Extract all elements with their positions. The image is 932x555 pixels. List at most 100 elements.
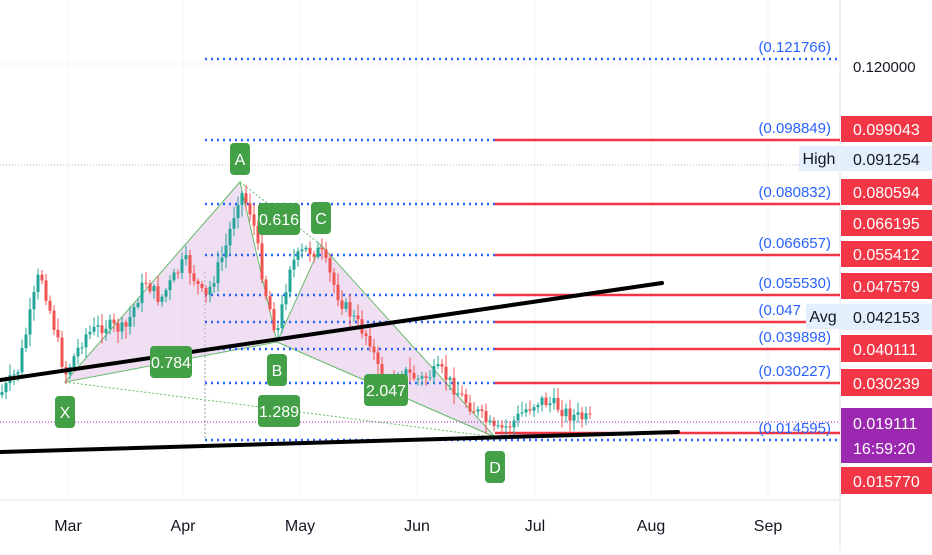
candle-body[interactable] [108, 319, 112, 329]
candle-body[interactable] [428, 377, 432, 379]
candle-body[interactable] [552, 397, 556, 404]
candle-body[interactable] [572, 414, 576, 421]
candle-body[interactable] [416, 378, 420, 380]
candle-body[interactable] [376, 352, 380, 365]
candle-body[interactable] [184, 255, 188, 260]
time-axis[interactable]: Mar Apr May Jun Jul Aug Sep [54, 518, 782, 535]
candle-body[interactable] [92, 326, 96, 332]
candle-body[interactable] [224, 245, 228, 258]
candle-body[interactable] [588, 413, 592, 415]
candle-body[interactable] [464, 394, 468, 403]
upper-trendline[interactable] [0, 281, 664, 382]
candle-body[interactable] [248, 203, 252, 215]
candle-body[interactable] [508, 426, 512, 428]
price-tags[interactable]: 0.099043 0.091254 0.080594 0.066195 0.05… [841, 116, 932, 494]
candle-body[interactable] [368, 335, 372, 347]
candle-body[interactable] [76, 347, 80, 357]
candle-body[interactable] [240, 193, 244, 205]
candle-body[interactable] [304, 247, 308, 250]
candle-body[interactable] [28, 309, 32, 335]
candle-body[interactable] [328, 258, 332, 273]
candle-body[interactable] [452, 377, 456, 395]
candle-body[interactable] [576, 412, 580, 415]
candle-body[interactable] [40, 274, 44, 281]
candle-body[interactable] [500, 425, 504, 428]
candle-body[interactable] [172, 272, 176, 281]
candle-body[interactable] [404, 369, 408, 377]
candle-body[interactable] [556, 397, 560, 410]
candle-body[interactable] [264, 279, 268, 297]
pattern-labels[interactable]: X A B C D [55, 143, 505, 483]
candle-body[interactable] [120, 322, 124, 332]
candle-body[interactable] [168, 280, 172, 291]
candle-body[interactable] [236, 204, 240, 219]
candle-body[interactable] [20, 348, 24, 373]
candle-body[interactable] [144, 282, 148, 284]
candle-body[interactable] [560, 409, 564, 417]
candle-body[interactable] [536, 404, 540, 408]
candle-body[interactable] [244, 193, 248, 204]
candle-body[interactable] [520, 412, 524, 414]
candle-body[interactable] [32, 292, 36, 310]
candle-body[interactable] [340, 300, 344, 309]
candle-body[interactable] [496, 425, 500, 427]
candle-body[interactable] [472, 411, 476, 413]
candle-body[interactable] [284, 292, 288, 305]
candle-body[interactable] [312, 254, 316, 257]
candle-body[interactable] [156, 286, 160, 302]
candle-body[interactable] [336, 284, 340, 301]
candle-body[interactable] [160, 296, 164, 302]
candle-body[interactable] [480, 409, 484, 411]
candle-body[interactable] [548, 403, 552, 406]
candle-body[interactable] [132, 307, 136, 317]
candle-body[interactable] [512, 420, 516, 428]
fib-extension-lines[interactable] [495, 138, 840, 435]
candle-body[interactable] [228, 228, 232, 246]
candle-body[interactable] [412, 372, 416, 379]
candle-body[interactable] [432, 366, 436, 378]
candle-body[interactable] [324, 249, 328, 258]
candle-body[interactable] [60, 337, 64, 367]
candle-body[interactable] [176, 272, 180, 274]
candle-body[interactable] [0, 392, 4, 395]
candle-body[interactable] [44, 280, 48, 301]
candle-body[interactable] [16, 372, 20, 375]
candle-body[interactable] [220, 257, 224, 263]
candle-body[interactable] [436, 364, 440, 367]
candle-body[interactable] [36, 274, 40, 292]
candle-body[interactable] [316, 247, 320, 257]
candle-body[interactable] [52, 310, 56, 330]
candle-body[interactable] [468, 402, 472, 412]
candle-body[interactable] [296, 251, 300, 260]
candle-body[interactable] [148, 283, 152, 292]
candle-body[interactable] [320, 247, 324, 250]
candle-body[interactable] [208, 286, 212, 295]
candle-body[interactable] [292, 259, 296, 270]
candle-body[interactable] [532, 407, 536, 411]
candle-body[interactable] [352, 315, 356, 317]
candle-body[interactable] [124, 322, 128, 327]
candle-body[interactable] [568, 408, 572, 421]
candle-body[interactable] [96, 325, 100, 327]
candle-body[interactable] [196, 281, 200, 284]
candle-body[interactable] [256, 225, 260, 244]
candle-body[interactable] [280, 304, 284, 328]
candle-body[interactable] [540, 397, 544, 405]
candle-body[interactable] [356, 315, 360, 320]
candle-body[interactable] [128, 316, 132, 327]
candle-body[interactable] [260, 243, 264, 280]
candle-body[interactable] [528, 409, 532, 411]
candle-body[interactable] [544, 397, 548, 406]
candle-body[interactable] [72, 356, 76, 368]
candle-body[interactable] [332, 272, 336, 285]
candle-body[interactable] [56, 329, 60, 338]
candle-body[interactable] [300, 249, 304, 252]
candle-body[interactable] [140, 282, 144, 304]
candle-body[interactable] [408, 369, 412, 373]
candle-body[interactable] [308, 247, 312, 255]
candle-body[interactable] [580, 412, 584, 420]
candle-body[interactable] [524, 409, 528, 413]
ratio-labels[interactable]: 0.784 0.616 1.289 2.047 [150, 203, 408, 427]
